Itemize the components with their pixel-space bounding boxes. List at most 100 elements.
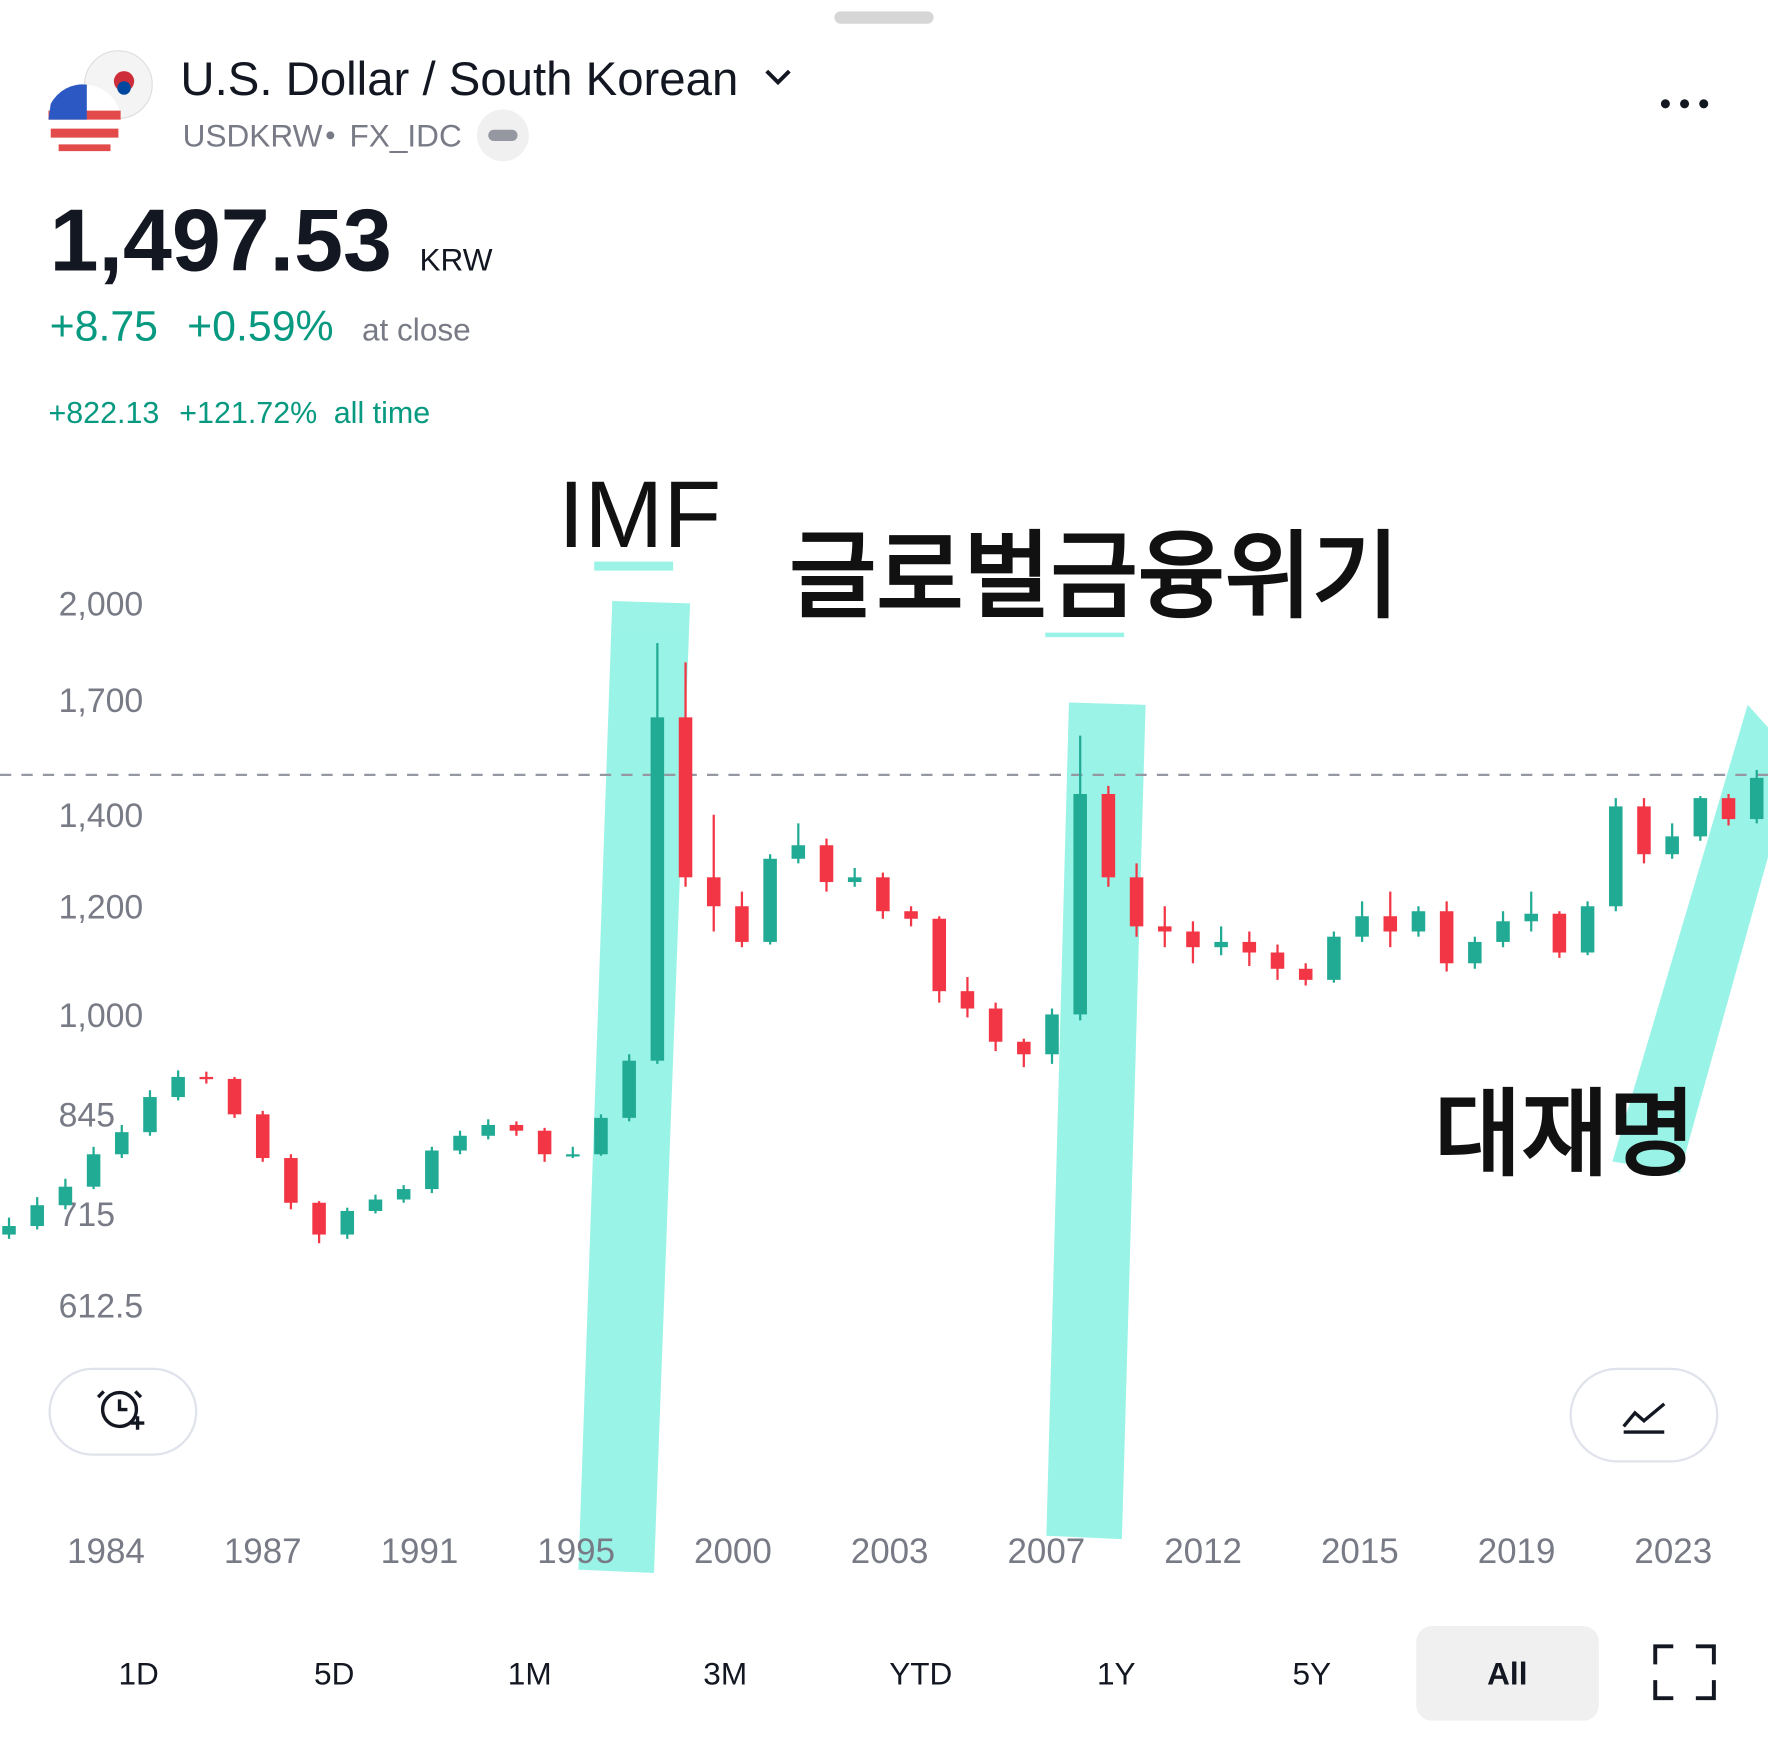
candle-body <box>58 1186 73 1206</box>
candle-body <box>1524 913 1538 922</box>
candle-body <box>199 1076 214 1080</box>
y-tick-label: 1,200 <box>59 889 144 927</box>
range-buttons: 1D 5D 1M 3M YTD 1Y 5Y All <box>119 1656 1528 1692</box>
candle-body <box>622 1060 636 1118</box>
range-button[interactable]: All <box>1487 1656 1527 1692</box>
candle-body <box>791 845 806 859</box>
range-button[interactable]: 1Y <box>1097 1656 1136 1692</box>
candle-body <box>30 1205 44 1227</box>
currency: KRW <box>419 242 492 278</box>
candle-body <box>1298 968 1313 980</box>
x-tick-label: 2000 <box>694 1532 772 1571</box>
y-tick-label: 1,700 <box>59 682 144 720</box>
y-tick-label: 612.5 <box>59 1288 144 1326</box>
x-tick-label: 2003 <box>851 1532 929 1571</box>
x-tick-label: 2007 <box>1008 1532 1086 1571</box>
flag-icon <box>48 50 153 157</box>
change-percent: +0.59% <box>187 303 333 351</box>
x-tick-label: 1995 <box>537 1532 615 1571</box>
candle-body <box>1693 798 1708 837</box>
candle-body <box>1073 793 1087 1015</box>
x-axis: 1984 1987 1991 1995 2000 2003 2007 2012 2015 2019… <box>67 1532 1712 1571</box>
candle-body <box>1045 1014 1059 1055</box>
candle-body <box>86 1154 101 1187</box>
more-menu[interactable] <box>1660 99 1709 109</box>
x-tick-label: 2019 <box>1478 1532 1556 1571</box>
market-status-text: at close <box>362 312 471 348</box>
annotation: 글로벌금융위기 <box>789 524 1399 630</box>
candle-body <box>509 1124 524 1131</box>
candle-body <box>255 1114 270 1159</box>
selected-range-bg <box>1416 1626 1599 1721</box>
candle-body <box>1637 806 1651 855</box>
candle-body <box>171 1076 185 1098</box>
fullscreen-button[interactable] <box>1653 1644 1716 1701</box>
candle-body <box>1749 777 1764 820</box>
y-tick-label: 1,400 <box>59 797 144 835</box>
candle-body <box>1327 936 1341 980</box>
candle-body <box>1580 906 1595 953</box>
range-button[interactable]: 3M <box>703 1656 747 1692</box>
candle-body <box>763 858 777 942</box>
market-status-icon <box>488 129 518 142</box>
exchange: FX_IDC <box>350 118 462 154</box>
range-button[interactable]: 5D <box>314 1656 354 1692</box>
candle-body <box>1101 793 1116 878</box>
x-tick-label: 1991 <box>381 1532 459 1571</box>
candle-body <box>932 918 947 992</box>
candle-body <box>1609 806 1623 907</box>
candle-body <box>735 906 749 942</box>
symbol-title[interactable]: U.S. Dollar / South Korean <box>180 53 738 106</box>
indicators-icon <box>1622 1402 1666 1434</box>
candle-body <box>1270 952 1285 969</box>
x-tick-label: 1987 <box>224 1532 302 1571</box>
x-tick-label: 2023 <box>1634 1532 1712 1571</box>
candle-body <box>1665 836 1679 855</box>
candle-body <box>566 1154 580 1157</box>
candle-body <box>847 877 862 883</box>
range-button[interactable]: YTD <box>889 1656 952 1692</box>
range-button[interactable]: 1M <box>508 1656 552 1692</box>
candle-body <box>227 1078 242 1115</box>
candle-body <box>1721 798 1736 820</box>
candle-body <box>1242 941 1257 953</box>
title-dropdown[interactable] <box>765 69 791 86</box>
candle-body <box>876 877 890 912</box>
candle-body <box>425 1150 439 1190</box>
x-tick-label: 1984 <box>67 1532 145 1571</box>
annotation: IMF <box>558 462 721 568</box>
candle-body <box>1496 921 1510 942</box>
candle-body <box>1129 877 1144 927</box>
price: 1,497.53 <box>50 191 392 290</box>
candle-body <box>594 1117 608 1155</box>
drag-handle[interactable] <box>834 11 934 24</box>
candle-body <box>960 991 975 1009</box>
candle-body <box>1552 913 1567 953</box>
x-tick-label: 2012 <box>1164 1532 1242 1571</box>
candle-body <box>819 845 834 883</box>
all-time-percent: +121.72% <box>179 396 317 430</box>
candle-body <box>650 717 665 1061</box>
range-button[interactable]: 5Y <box>1292 1656 1331 1692</box>
candle-body <box>368 1199 383 1211</box>
candle-body <box>1186 931 1200 948</box>
candle-body <box>988 1008 1003 1042</box>
indicators-button[interactable] <box>1569 1367 1719 1463</box>
all-time-change: +822.13 <box>48 396 159 430</box>
candle-body <box>396 1189 411 1200</box>
candle-body <box>1383 916 1398 932</box>
range-button[interactable]: 1D <box>119 1656 159 1692</box>
alert-button[interactable] <box>48 1367 198 1456</box>
candle-body <box>1157 926 1172 932</box>
change: +8.75 <box>50 303 158 351</box>
all-time-label: all time <box>334 396 430 430</box>
candle-body <box>340 1210 355 1235</box>
candle-body <box>115 1132 129 1155</box>
candle-body <box>904 911 918 919</box>
candle-body <box>1355 916 1369 937</box>
candle-body <box>1017 1041 1031 1055</box>
candle-body <box>1411 911 1426 932</box>
candle-body <box>706 877 721 907</box>
